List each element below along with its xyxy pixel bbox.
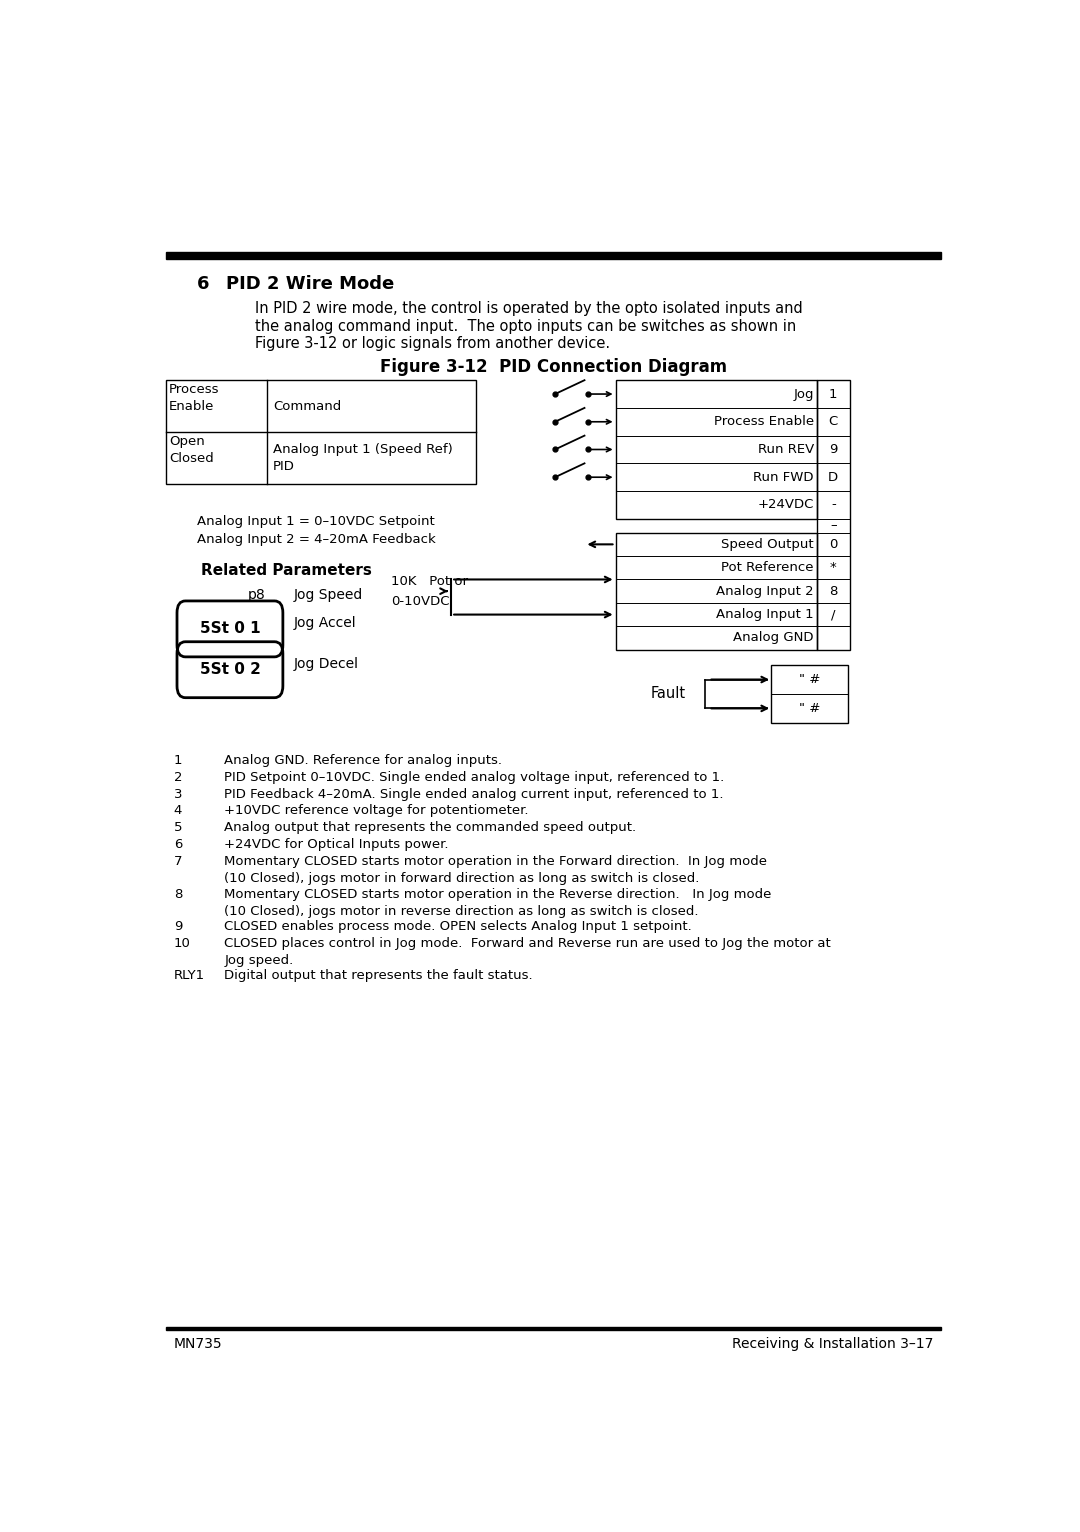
Text: 0-10VDC: 0-10VDC <box>391 594 449 608</box>
Text: RLY1: RLY1 <box>174 970 205 982</box>
Text: Open
Closed: Open Closed <box>170 435 214 466</box>
Text: 5: 5 <box>174 821 183 835</box>
Text: PID Feedback 4–20mA. Single ended analog current input, referenced to 1.: PID Feedback 4–20mA. Single ended analog… <box>225 787 724 801</box>
Bar <box>616 380 816 519</box>
Text: +10VDC reference voltage for potentiometer.: +10VDC reference voltage for potentiomet… <box>225 804 528 818</box>
Text: p8: p8 <box>247 588 265 602</box>
Text: " #: " # <box>798 702 820 715</box>
Bar <box>166 251 941 259</box>
Text: CLOSED enables process mode. OPEN selects Analog Input 1 setpoint.: CLOSED enables process mode. OPEN select… <box>225 919 692 933</box>
Text: Speed Output: Speed Output <box>721 538 814 552</box>
Text: +24VDC for Optical Inputs power.: +24VDC for Optical Inputs power. <box>225 838 448 852</box>
Text: D: D <box>828 470 838 484</box>
Text: CLOSED places control in Jog mode.  Forward and Reverse run are used to Jog the : CLOSED places control in Jog mode. Forwa… <box>225 938 831 950</box>
Text: *: * <box>829 561 837 574</box>
Text: Analog GND. Reference for analog inputs.: Analog GND. Reference for analog inputs. <box>225 754 502 766</box>
Text: (10 Closed), jogs motor in reverse direction as long as switch is closed.: (10 Closed), jogs motor in reverse direc… <box>225 904 699 918</box>
Text: 6: 6 <box>197 274 210 293</box>
Text: Analog Input 2: Analog Input 2 <box>716 585 814 597</box>
Text: 5St 0 2: 5St 0 2 <box>200 662 260 677</box>
Text: the analog command input.  The opto inputs can be switches as shown in: the analog command input. The opto input… <box>255 319 796 334</box>
Text: -: - <box>831 498 836 512</box>
Text: Pot Reference: Pot Reference <box>721 561 814 574</box>
Text: 9: 9 <box>174 919 183 933</box>
Text: +24VDC: +24VDC <box>757 498 814 512</box>
Text: 2: 2 <box>174 771 183 783</box>
Text: 4: 4 <box>174 804 183 818</box>
Text: PID Setpoint 0–10VDC. Single ended analog voltage input, referenced to 1.: PID Setpoint 0–10VDC. Single ended analo… <box>225 771 725 783</box>
Text: Analog output that represents the commanded speed output.: Analog output that represents the comman… <box>225 821 636 835</box>
Text: 1: 1 <box>829 388 837 400</box>
Bar <box>770 665 848 723</box>
Text: Receiving & Installation 3–17: Receiving & Installation 3–17 <box>732 1337 933 1351</box>
Text: Run REV: Run REV <box>758 443 814 457</box>
Text: 8: 8 <box>829 585 837 597</box>
Text: Analog GND: Analog GND <box>733 631 814 645</box>
Text: Fault: Fault <box>650 686 685 702</box>
Text: Momentary CLOSED starts motor operation in the Reverse direction.   In Jog mode: Momentary CLOSED starts motor operation … <box>225 887 771 901</box>
Text: Figure 3-12 or logic signals from another device.: Figure 3-12 or logic signals from anothe… <box>255 337 610 351</box>
Text: 7: 7 <box>174 855 183 869</box>
Text: Analog Input 2 = 4–20mA Feedback: Analog Input 2 = 4–20mA Feedback <box>197 533 435 545</box>
Text: Process
Enable: Process Enable <box>170 383 219 414</box>
Bar <box>816 380 850 650</box>
Text: Analog Input 1: Analog Input 1 <box>716 608 814 620</box>
Text: Process Enable: Process Enable <box>714 415 814 429</box>
Bar <box>616 533 816 650</box>
Text: Jog Speed: Jog Speed <box>294 588 363 602</box>
Text: 0: 0 <box>829 538 837 552</box>
Bar <box>166 1327 941 1330</box>
Text: 8: 8 <box>174 887 183 901</box>
Text: 6: 6 <box>174 838 183 852</box>
Text: Jog Decel: Jog Decel <box>294 657 359 671</box>
Text: Related Parameters: Related Parameters <box>201 564 372 579</box>
Text: Analog Input 1 = 0–10VDC Setpoint: Analog Input 1 = 0–10VDC Setpoint <box>197 515 435 529</box>
Text: Digital output that represents the fault status.: Digital output that represents the fault… <box>225 970 532 982</box>
Text: 9: 9 <box>829 443 837 457</box>
Text: 3: 3 <box>174 787 183 801</box>
Text: Figure 3-12  PID Connection Diagram: Figure 3-12 PID Connection Diagram <box>380 358 727 375</box>
Text: C: C <box>828 415 838 429</box>
Text: PID 2 Wire Mode: PID 2 Wire Mode <box>227 274 394 293</box>
Text: 1: 1 <box>174 754 183 766</box>
Text: (10 Closed), jogs motor in forward direction as long as switch is closed.: (10 Closed), jogs motor in forward direc… <box>225 872 700 885</box>
Text: Momentary CLOSED starts motor operation in the Forward direction.  In Jog mode: Momentary CLOSED starts motor operation … <box>225 855 767 869</box>
Text: Run FWD: Run FWD <box>754 470 814 484</box>
Text: 5St 0 1: 5St 0 1 <box>200 622 260 636</box>
Text: MN735: MN735 <box>174 1337 222 1351</box>
Text: 10: 10 <box>174 938 191 950</box>
Text: 10K   Pot or: 10K Pot or <box>391 574 468 588</box>
Text: Jog: Jog <box>794 388 814 400</box>
Text: Jog speed.: Jog speed. <box>225 954 294 967</box>
Text: " #: " # <box>798 673 820 686</box>
Text: Jog Accel: Jog Accel <box>294 616 356 630</box>
Text: –: – <box>829 519 837 532</box>
Bar <box>166 380 476 484</box>
Text: /: / <box>831 608 836 620</box>
Text: Command: Command <box>273 400 341 412</box>
Text: In PID 2 wire mode, the control is operated by the opto isolated inputs and: In PID 2 wire mode, the control is opera… <box>255 300 802 316</box>
Text: Analog Input 1 (Speed Ref)
PID: Analog Input 1 (Speed Ref) PID <box>273 443 453 473</box>
